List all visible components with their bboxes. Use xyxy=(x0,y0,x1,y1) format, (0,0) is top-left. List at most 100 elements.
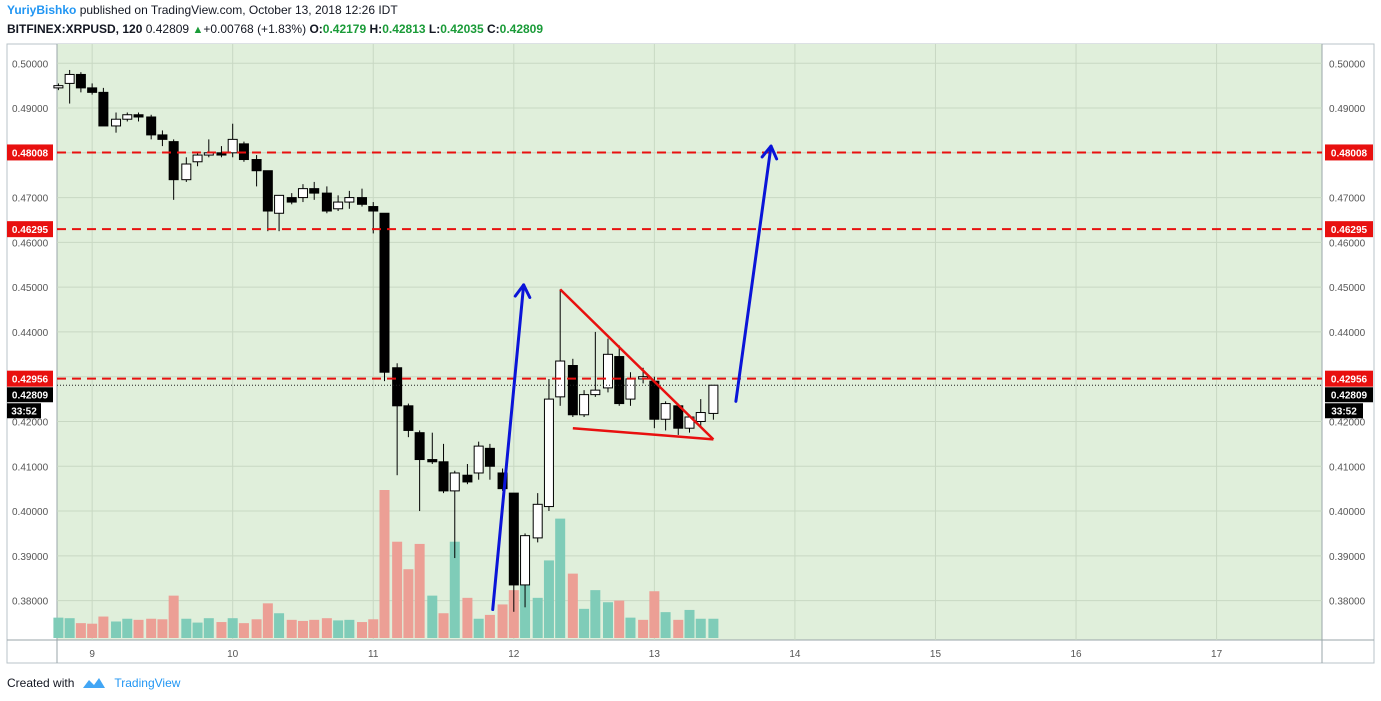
volume-bar xyxy=(403,569,414,638)
x-tick-label: 17 xyxy=(1211,649,1223,660)
level-badge-left xyxy=(7,221,53,238)
level-badge-right xyxy=(1325,144,1373,161)
candle-body xyxy=(438,461,449,492)
candle-body xyxy=(567,365,578,416)
volume-bar xyxy=(427,595,438,638)
volume-bar xyxy=(111,621,122,638)
countdown-label-left: 33:52 xyxy=(11,406,37,417)
volume-bar xyxy=(462,597,473,638)
candle-body xyxy=(111,118,122,127)
symbol-info-line: BITFINEX:XRPUSD, 120 0.42809 ▲+0.00768 (… xyxy=(7,22,543,36)
footer: Created with TradingView xyxy=(7,676,180,690)
countdown-badge-right xyxy=(1325,403,1363,419)
candle-body xyxy=(122,114,133,120)
y-tick-label-right: 0.40000 xyxy=(1329,507,1366,518)
volume-bar xyxy=(625,617,636,638)
volume-bar xyxy=(122,618,133,638)
candle-body xyxy=(251,159,262,172)
y-tick-label-right: 0.47000 xyxy=(1329,194,1366,205)
volume-bar xyxy=(133,619,144,638)
candle-body xyxy=(449,472,460,492)
volume-bar xyxy=(614,600,625,638)
x-tick-label: 12 xyxy=(508,649,520,660)
candle-body xyxy=(543,398,554,508)
volume-bar xyxy=(555,518,566,638)
candle-body xyxy=(649,380,660,420)
volume-bar xyxy=(414,543,425,638)
y-tick-label-right: 0.44000 xyxy=(1329,328,1366,339)
level-label-right: 0.46295 xyxy=(1331,225,1368,236)
volume-bar xyxy=(543,560,554,638)
volume-bar xyxy=(227,618,238,638)
candle-body xyxy=(427,459,438,463)
candle-body xyxy=(53,85,64,89)
volume-bar xyxy=(286,619,297,638)
x-tick-label: 13 xyxy=(649,649,661,660)
tradingview-logo-icon[interactable] xyxy=(82,676,106,690)
price-label-right: 0.42809 xyxy=(1331,390,1368,401)
candle-body xyxy=(379,212,390,373)
candle-body xyxy=(462,474,473,483)
triangle-upper-line xyxy=(559,288,715,441)
low-value: 0.42035 xyxy=(440,22,484,36)
volume-bar xyxy=(532,597,543,638)
candle-body xyxy=(98,91,109,127)
y-tick-label-left: 0.47000 xyxy=(12,194,49,205)
volume-bar xyxy=(251,619,262,638)
volume-bar xyxy=(579,608,590,638)
volume-bar xyxy=(590,590,601,638)
projection-arrow-head xyxy=(760,144,779,161)
candle-body xyxy=(146,116,157,136)
volume-bar xyxy=(660,612,671,638)
level-badge-right xyxy=(1325,370,1373,387)
author-name[interactable]: YuriyBishko xyxy=(7,3,77,17)
y-tick-label-right: 0.45000 xyxy=(1329,283,1366,294)
change-arrow-icon: ▲ xyxy=(192,24,204,36)
volume-bar xyxy=(333,620,344,638)
y-tick-label-left: 0.40000 xyxy=(12,507,49,518)
volume-bar xyxy=(449,541,460,638)
volume-bar xyxy=(567,573,578,638)
candle-body xyxy=(168,141,179,181)
y-tick-label-right: 0.38000 xyxy=(1329,597,1366,608)
countdown-badge-left xyxy=(7,403,41,419)
y-tick-label-left: 0.44000 xyxy=(12,328,49,339)
level-label-right: 0.48008 xyxy=(1331,148,1368,159)
candle-body xyxy=(344,197,355,203)
volume-bar xyxy=(321,618,332,638)
created-with-text: Created with xyxy=(7,676,75,690)
close-label: C: xyxy=(486,22,500,36)
volume-bar xyxy=(181,618,192,638)
candle-body xyxy=(309,188,320,194)
level-label-left: 0.48008 xyxy=(12,148,49,159)
volume-bar xyxy=(708,618,719,638)
y-tick-label-left: 0.41000 xyxy=(12,462,49,473)
level-label-left: 0.46295 xyxy=(12,225,49,236)
volume-bar xyxy=(484,614,495,638)
volume-bar xyxy=(649,591,660,638)
candle-body xyxy=(403,405,414,431)
last-price: 0.42809 xyxy=(145,22,190,36)
published-text: published on TradingView.com, October 13… xyxy=(79,3,398,17)
open-value: 0.42179 xyxy=(322,22,367,36)
volume-bar xyxy=(192,622,203,638)
volume-bar xyxy=(262,603,273,638)
volume-bar xyxy=(392,541,403,638)
y-tick-label-left: 0.42000 xyxy=(12,417,49,428)
candle-body xyxy=(532,503,543,539)
candle-body xyxy=(484,447,495,467)
tradingview-link[interactable]: TradingView xyxy=(114,676,181,690)
y-tick-label-right: 0.41000 xyxy=(1329,462,1366,473)
x-tick-label: 10 xyxy=(227,649,239,660)
level-badge-right xyxy=(1325,221,1373,238)
projection-arrow-shaft xyxy=(734,144,773,403)
candle-body xyxy=(133,114,144,118)
candle-body xyxy=(192,154,203,163)
candle-body xyxy=(473,445,484,474)
low-label: L: xyxy=(428,22,441,36)
volume-bar xyxy=(87,623,98,638)
candle-body xyxy=(614,356,625,405)
x-tick-label: 14 xyxy=(789,649,801,660)
projection-arrow-shaft xyxy=(491,283,526,612)
